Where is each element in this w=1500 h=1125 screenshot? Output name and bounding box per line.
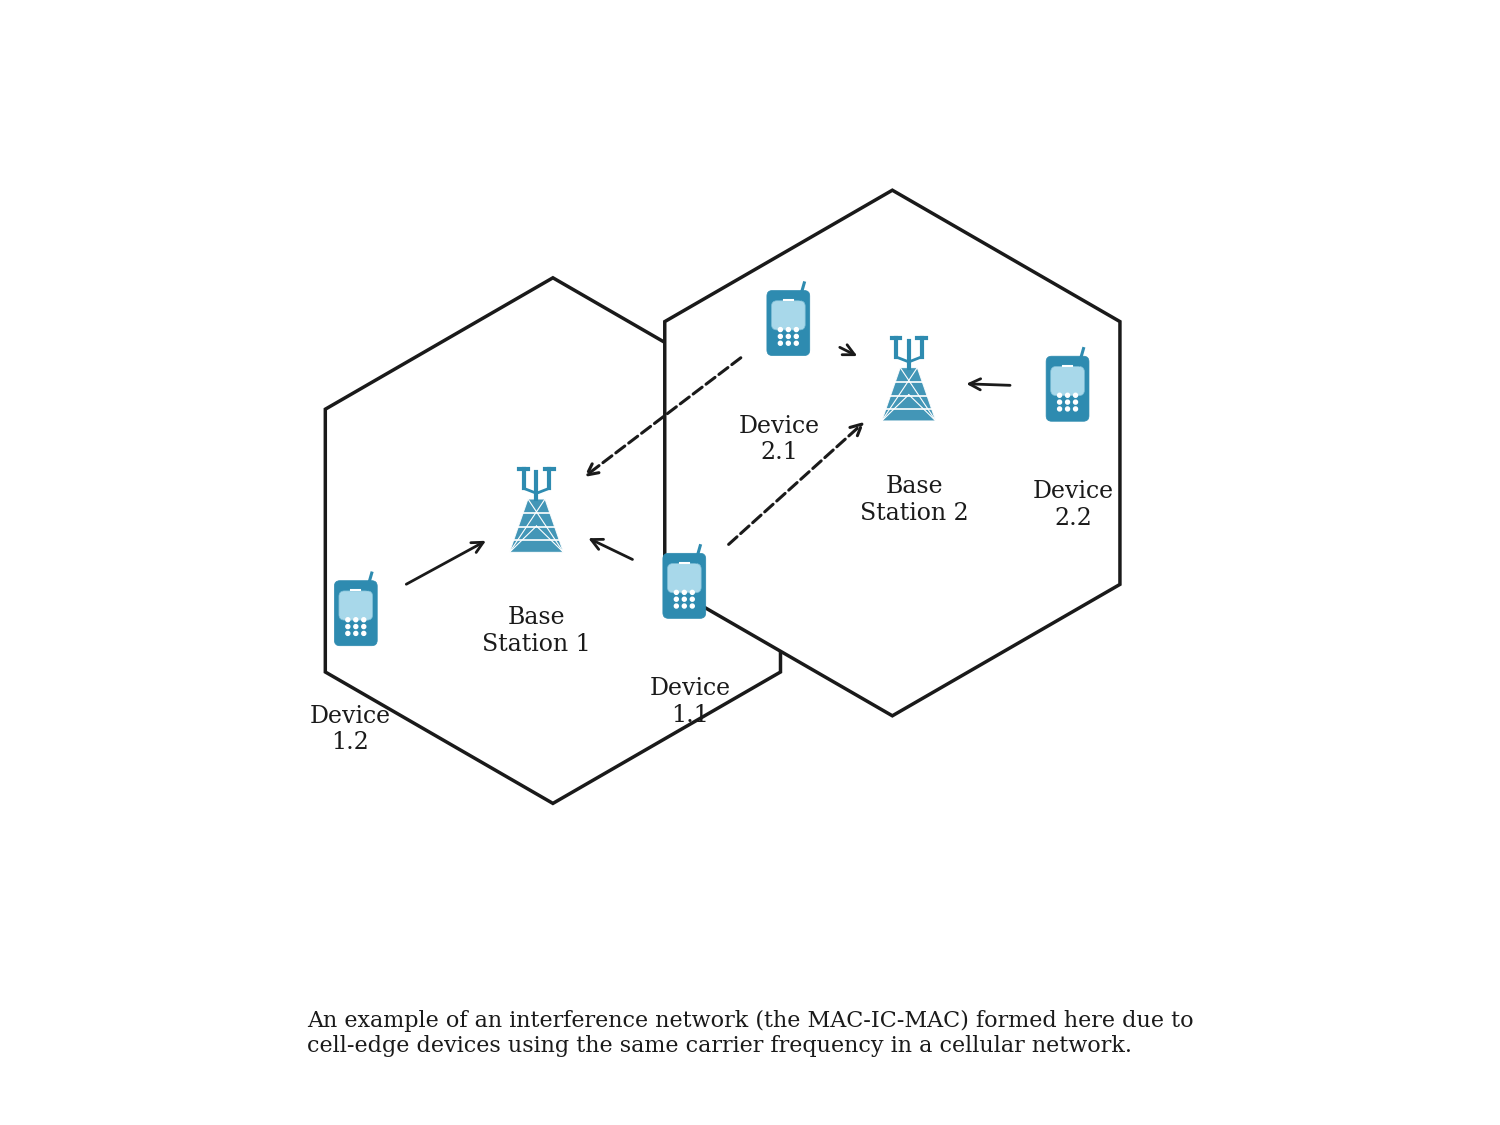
Circle shape xyxy=(362,631,366,636)
Circle shape xyxy=(795,327,798,332)
FancyArrowPatch shape xyxy=(840,344,855,354)
Circle shape xyxy=(778,327,783,332)
Circle shape xyxy=(786,334,790,339)
Circle shape xyxy=(778,334,783,339)
Circle shape xyxy=(682,597,687,601)
Polygon shape xyxy=(510,500,564,552)
Circle shape xyxy=(786,327,790,332)
FancyArrowPatch shape xyxy=(969,379,1010,390)
Circle shape xyxy=(346,618,350,622)
Circle shape xyxy=(1074,407,1077,411)
Text: Device
1.2: Device 1.2 xyxy=(310,705,392,755)
Circle shape xyxy=(1074,400,1077,404)
Circle shape xyxy=(786,341,790,345)
Circle shape xyxy=(1065,394,1070,397)
Circle shape xyxy=(346,624,350,629)
Circle shape xyxy=(690,597,694,601)
FancyArrowPatch shape xyxy=(406,542,483,584)
Circle shape xyxy=(354,624,358,629)
Circle shape xyxy=(346,631,350,636)
Circle shape xyxy=(1074,394,1077,397)
Polygon shape xyxy=(326,278,780,803)
FancyArrowPatch shape xyxy=(586,358,741,475)
Text: Device
1.1: Device 1.1 xyxy=(650,677,730,727)
Circle shape xyxy=(354,631,358,636)
FancyArrowPatch shape xyxy=(729,424,862,544)
FancyArrowPatch shape xyxy=(591,539,633,559)
Circle shape xyxy=(682,591,687,594)
FancyBboxPatch shape xyxy=(339,591,372,620)
Circle shape xyxy=(795,341,798,345)
FancyBboxPatch shape xyxy=(771,300,806,330)
Text: Device
2.1: Device 2.1 xyxy=(740,415,821,465)
Circle shape xyxy=(1065,400,1070,404)
Text: An example of an interference network (the MAC-IC-MAC) formed here due to
cell-e: An example of an interference network (t… xyxy=(306,1009,1194,1058)
Circle shape xyxy=(1065,407,1070,411)
Circle shape xyxy=(690,604,694,608)
FancyBboxPatch shape xyxy=(334,580,376,646)
Text: Base
Station 2: Base Station 2 xyxy=(859,475,969,524)
Text: Device
2.2: Device 2.2 xyxy=(1032,480,1113,530)
Circle shape xyxy=(362,624,366,629)
FancyBboxPatch shape xyxy=(668,564,700,593)
FancyBboxPatch shape xyxy=(766,290,810,356)
FancyBboxPatch shape xyxy=(1050,367,1084,396)
Circle shape xyxy=(675,604,678,608)
Circle shape xyxy=(1058,394,1062,397)
Circle shape xyxy=(675,597,678,601)
Circle shape xyxy=(675,591,678,594)
Circle shape xyxy=(795,334,798,339)
FancyBboxPatch shape xyxy=(1046,357,1089,421)
Circle shape xyxy=(778,341,783,345)
Circle shape xyxy=(354,618,358,622)
Circle shape xyxy=(1058,407,1062,411)
Polygon shape xyxy=(882,368,936,421)
FancyBboxPatch shape xyxy=(663,554,705,619)
Circle shape xyxy=(690,591,694,594)
Circle shape xyxy=(362,618,366,622)
Text: Base
Station 1: Base Station 1 xyxy=(482,606,591,656)
Circle shape xyxy=(682,604,687,608)
Polygon shape xyxy=(664,190,1120,716)
Circle shape xyxy=(1058,400,1062,404)
